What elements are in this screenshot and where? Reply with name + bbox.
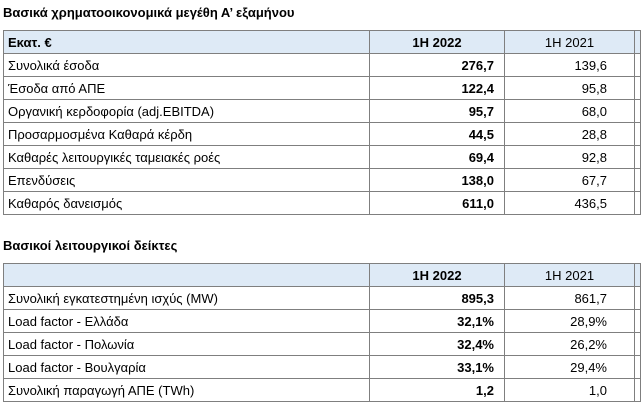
extra-cell xyxy=(634,76,641,100)
financial-section-title: Βασικά χρηματοοικονομικά μεγέθη Α’ εξαμή… xyxy=(3,5,295,20)
header-1h-2021: 1Η 2021 xyxy=(504,263,635,287)
header-extra-cell xyxy=(634,263,641,287)
table-row: Load factor - Βουλγαρία 33,1% 29,4% xyxy=(3,355,641,379)
value-2022: 44,5 xyxy=(369,122,505,146)
value-2021: 436,5 xyxy=(504,191,635,215)
value-2022: 69,4 xyxy=(369,145,505,169)
table-row: Load factor - Ελλάδα 32,1% 28,9% xyxy=(3,309,641,333)
value-2021: 28,9% xyxy=(504,309,635,333)
extra-cell xyxy=(634,168,641,192)
extra-cell xyxy=(634,122,641,146)
value-2021: 139,6 xyxy=(504,53,635,77)
value-2021: 68,0 xyxy=(504,99,635,123)
table-row: Συνολικά έσοδα 276,7 139,6 xyxy=(3,53,641,77)
value-2021: 29,4% xyxy=(504,355,635,379)
extra-cell xyxy=(634,191,641,215)
header-1h-2021: 1Η 2021 xyxy=(504,30,635,54)
value-2022: 95,7 xyxy=(369,99,505,123)
metric-label: Συνολική εγκατεστημένη ισχύς (MW) xyxy=(3,286,370,310)
value-2021: 861,7 xyxy=(504,286,635,310)
metric-label: Προσαρμοσμένα Καθαρά κέρδη xyxy=(3,122,370,146)
value-2022: 138,0 xyxy=(369,168,505,192)
value-2021: 28,8 xyxy=(504,122,635,146)
value-2021: 1,0 xyxy=(504,378,635,402)
value-2022: 122,4 xyxy=(369,76,505,100)
value-2022: 276,7 xyxy=(369,53,505,77)
extra-cell xyxy=(634,332,641,356)
metric-label: Load factor - Ελλάδα xyxy=(3,309,370,333)
header-extra-cell xyxy=(634,30,641,54)
value-2022: 895,3 xyxy=(369,286,505,310)
value-2022: 611,0 xyxy=(369,191,505,215)
table-row: Καθαρός δανεισμός 611,0 436,5 xyxy=(3,191,641,215)
table-header-row: Εκατ. € 1Η 2022 1Η 2021 xyxy=(3,30,641,54)
header-unit-label: Εκατ. € xyxy=(3,30,370,54)
metric-label: Έσοδα από ΑΠΕ xyxy=(3,76,370,100)
metric-label: Load factor - Πολωνία xyxy=(3,332,370,356)
table-row: Οργανική κερδοφορία (adj.EBITDA) 95,7 68… xyxy=(3,99,641,123)
operational-table: 1Η 2022 1Η 2021 Συνολική εγκατεστημένη ι… xyxy=(3,263,641,402)
value-2021: 67,7 xyxy=(504,168,635,192)
extra-cell xyxy=(634,355,641,379)
metric-label: Συνολικά έσοδα xyxy=(3,53,370,77)
header-1h-2022: 1Η 2022 xyxy=(369,263,505,287)
financial-table: Εκατ. € 1Η 2022 1Η 2021 Συνολικά έσοδα 2… xyxy=(3,30,641,215)
value-2021: 92,8 xyxy=(504,145,635,169)
extra-cell xyxy=(634,309,641,333)
value-2022: 32,1% xyxy=(369,309,505,333)
operational-section-title: Βασικοί λειτουργικοί δείκτες xyxy=(3,238,178,253)
value-2022: 33,1% xyxy=(369,355,505,379)
extra-cell xyxy=(634,378,641,402)
metric-label: Καθαρός δανεισμός xyxy=(3,191,370,215)
table-row: Καθαρές λειτουργικές ταμειακές ροές 69,4… xyxy=(3,145,641,169)
extra-cell xyxy=(634,286,641,310)
header-empty-label xyxy=(3,263,370,287)
extra-cell xyxy=(634,53,641,77)
table-row: Επενδύσεις 138,0 67,7 xyxy=(3,168,641,192)
value-2021: 26,2% xyxy=(504,332,635,356)
metric-label: Load factor - Βουλγαρία xyxy=(3,355,370,379)
value-2022: 1,2 xyxy=(369,378,505,402)
table-header-row: 1Η 2022 1Η 2021 xyxy=(3,263,641,287)
metric-label: Επενδύσεις xyxy=(3,168,370,192)
table-row: Load factor - Πολωνία 32,4% 26,2% xyxy=(3,332,641,356)
table-row: Συνολική παραγωγή ΑΠΕ (TWh) 1,2 1,0 xyxy=(3,378,641,402)
metric-label: Οργανική κερδοφορία (adj.EBITDA) xyxy=(3,99,370,123)
extra-cell xyxy=(634,99,641,123)
header-1h-2022: 1Η 2022 xyxy=(369,30,505,54)
table-row: Προσαρμοσμένα Καθαρά κέρδη 44,5 28,8 xyxy=(3,122,641,146)
metric-label: Συνολική παραγωγή ΑΠΕ (TWh) xyxy=(3,378,370,402)
table-row: Έσοδα από ΑΠΕ 122,4 95,8 xyxy=(3,76,641,100)
value-2022: 32,4% xyxy=(369,332,505,356)
extra-cell xyxy=(634,145,641,169)
metric-label: Καθαρές λειτουργικές ταμειακές ροές xyxy=(3,145,370,169)
value-2021: 95,8 xyxy=(504,76,635,100)
table-row: Συνολική εγκατεστημένη ισχύς (MW) 895,3 … xyxy=(3,286,641,310)
